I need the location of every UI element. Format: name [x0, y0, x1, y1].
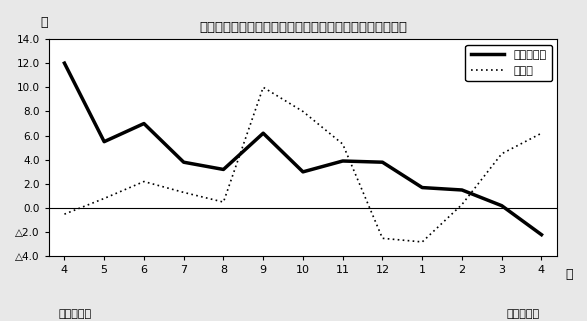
製造業	[379, 236, 386, 240]
調査産業計	[379, 160, 386, 164]
Text: 平成１９年: 平成１９年	[507, 309, 540, 319]
調査産業計	[259, 131, 266, 135]
製造業	[180, 190, 187, 194]
調査産業計	[61, 61, 68, 65]
調査産業計	[299, 170, 306, 174]
製造業	[498, 152, 505, 156]
調査産業計	[339, 159, 346, 163]
Text: 月: 月	[565, 268, 573, 281]
製造業	[299, 109, 306, 113]
製造業	[538, 131, 545, 135]
Title: 第２図　所定外労働時間対前年比の推移（規模５人以上）: 第２図 所定外労働時間対前年比の推移（規模５人以上）	[199, 21, 407, 34]
調査産業計	[458, 188, 465, 192]
調査産業計	[180, 160, 187, 164]
Text: ％: ％	[41, 16, 48, 29]
調査産業計	[498, 204, 505, 208]
調査産業計	[140, 122, 147, 126]
調査産業計	[538, 233, 545, 237]
調査産業計	[220, 168, 227, 171]
製造業	[458, 203, 465, 206]
製造業	[339, 142, 346, 146]
製造業	[419, 240, 426, 244]
製造業	[259, 85, 266, 89]
製造業	[100, 196, 107, 200]
Line: 調査産業計: 調査産業計	[65, 63, 541, 235]
調査産業計	[100, 140, 107, 143]
製造業	[220, 200, 227, 204]
製造業	[140, 180, 147, 184]
製造業	[61, 212, 68, 216]
Legend: 調査産業計, 製造業: 調査産業計, 製造業	[465, 45, 552, 81]
Line: 製造業: 製造業	[65, 87, 541, 242]
Text: 平成１８年: 平成１８年	[59, 309, 92, 319]
調査産業計	[419, 186, 426, 189]
